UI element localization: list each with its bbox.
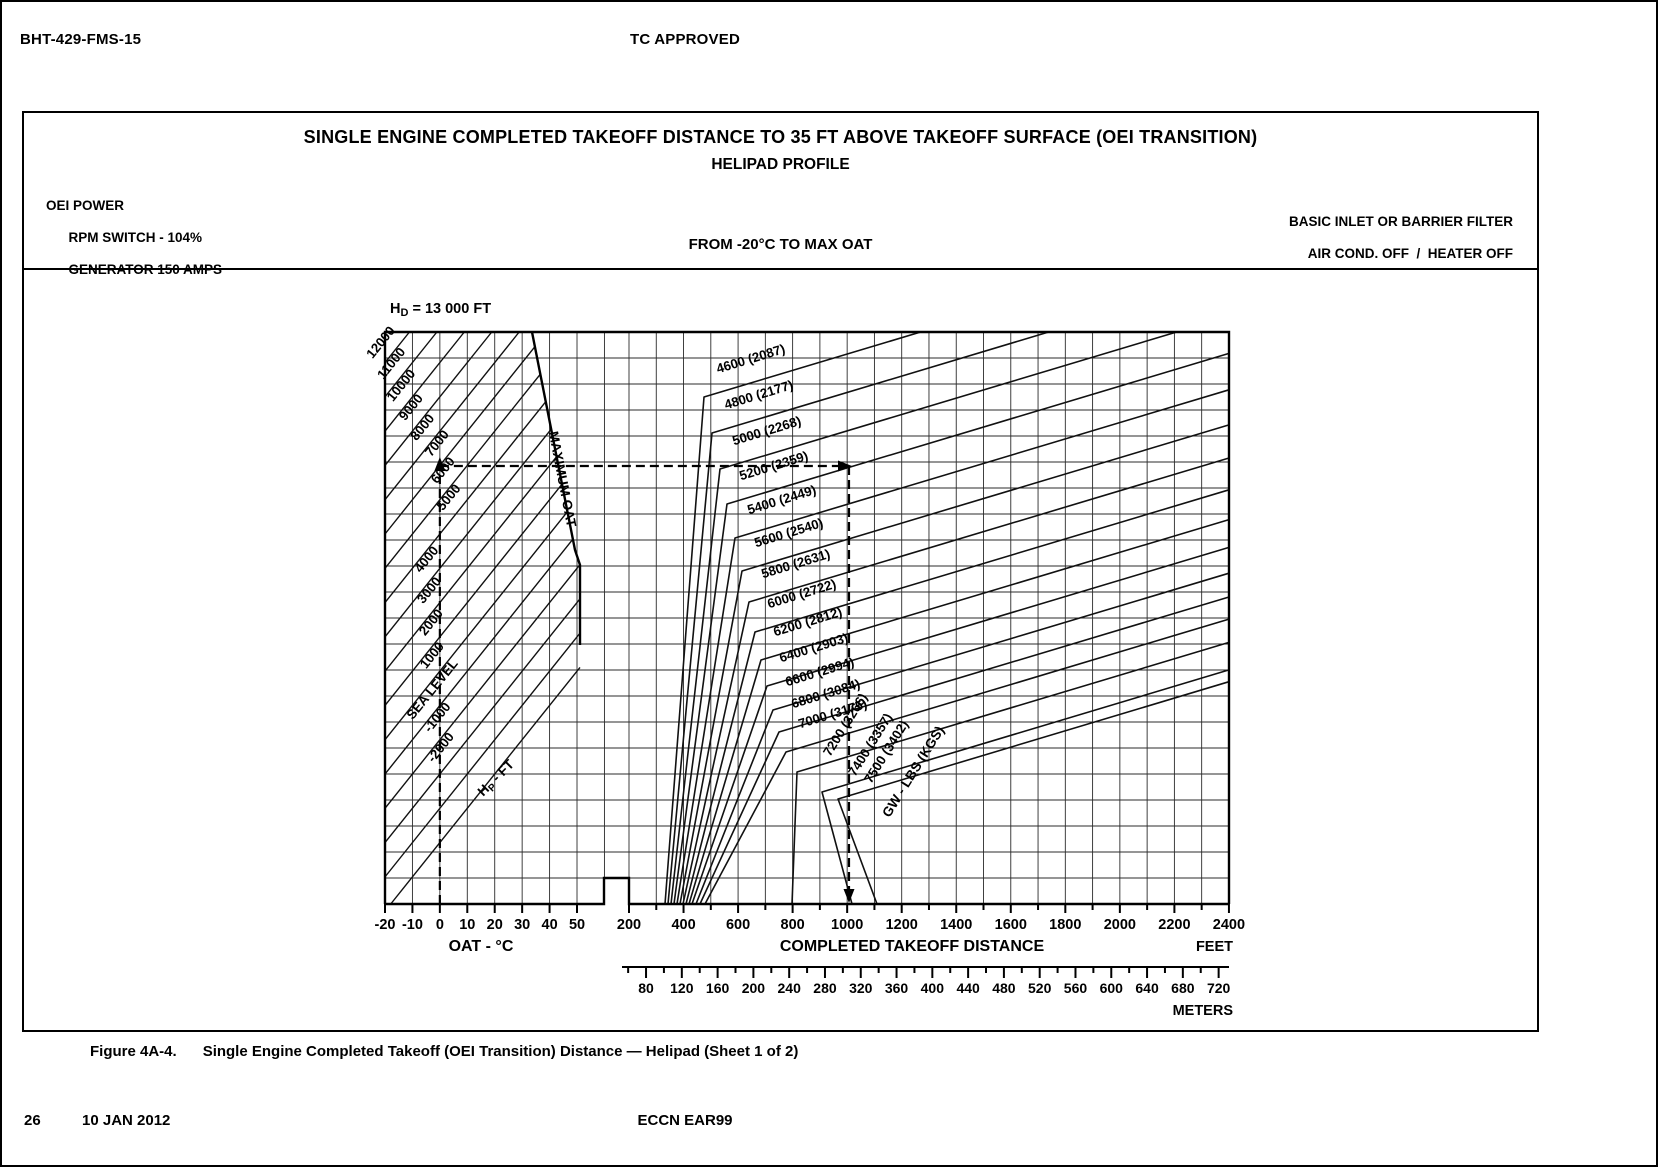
grid	[385, 332, 1229, 904]
oat-tick-label: 10	[459, 917, 475, 933]
distance-axis-title: COMPLETED TAKEOFF DISTANCE	[780, 938, 1045, 955]
meters-tick-label: 120	[670, 980, 694, 996]
page-number: 26	[24, 1112, 41, 1129]
distance-tick-label: 2200	[1158, 917, 1190, 933]
meters-tick-label: 80	[638, 980, 654, 996]
distance-tick-label: 2000	[1104, 917, 1136, 933]
meters-tick-label: 560	[1064, 980, 1088, 996]
revision-date: 10 JAN 2012	[82, 1112, 171, 1129]
meters-tick-label: 320	[849, 980, 873, 996]
condition-oat-range: FROM -20°C TO MAX OAT	[688, 236, 873, 253]
condition-line: BASIC INLET OR BARRIER FILTER	[1289, 214, 1513, 229]
meters-tick-label: 400	[921, 980, 945, 996]
example-path	[438, 464, 851, 904]
oat-tick-label: 30	[514, 917, 530, 933]
figure-number: Figure 4A-4.	[90, 1043, 177, 1060]
meters-tick-label: 720	[1207, 980, 1231, 996]
meters-tick-label: 520	[1028, 980, 1052, 996]
meters-tick-label: 240	[778, 980, 802, 996]
maximum-oat-boundary	[530, 331, 582, 645]
oat-tick-label: -20	[375, 917, 396, 933]
weight-line-label: 5000 (2268)	[730, 413, 802, 448]
gross-weight-lines	[664, 331, 1230, 905]
figure-caption-text: Single Engine Completed Takeoff (OEI Tra…	[202, 1043, 799, 1060]
oat-tick-label: 40	[542, 917, 558, 933]
distance-axis-unit: FEET	[1196, 939, 1233, 955]
example-arrowheads	[434, 457, 855, 903]
condition-line: RPM SWITCH - 104%	[68, 230, 203, 245]
oat-axis-title: OAT - °C	[449, 938, 514, 955]
meters-tick-label: 480	[992, 980, 1016, 996]
meters-tick-label: 600	[1100, 980, 1124, 996]
condition-line: AIR COND. OFF / HEATER OFF	[1307, 246, 1513, 261]
chart-title: SINGLE ENGINE COMPLETED TAKEOFF DISTANCE…	[303, 127, 1258, 147]
oat-tick-label: 0	[436, 917, 444, 933]
pressure-altitude-lines	[384, 331, 581, 905]
distance-tick-label: 600	[726, 917, 750, 933]
meters-scale	[622, 966, 1229, 978]
document-reference: BHT-429-FMS-15	[20, 31, 142, 48]
distance-tick-label: 1200	[886, 917, 918, 933]
meters-axis-unit: METERS	[1173, 1003, 1234, 1019]
meters-tick-label: 200	[742, 980, 766, 996]
conditions-right: BASIC INLET OR BARRIER FILTER AIR COND. …	[1286, 214, 1513, 262]
meters-tick-label: 640	[1135, 980, 1159, 996]
meters-tick-label: 360	[885, 980, 909, 996]
eccn-code: ECCN EAR99	[637, 1112, 733, 1129]
weight-line-label: 6000 (2722)	[765, 576, 837, 611]
weight-line-label: 4600 (2087)	[714, 341, 786, 376]
weight-line-label: 5600 (2540)	[752, 515, 824, 550]
header-divider	[24, 268, 1537, 270]
altitude-line-label: 4000	[411, 543, 441, 575]
condition-line: OEI POWER	[46, 198, 125, 213]
distance-tick-label: 1600	[995, 917, 1027, 933]
meters-tick-label: 440	[956, 980, 980, 996]
weight-line-label: 4800 (2177)	[722, 377, 794, 412]
distance-tick-label: 200	[617, 917, 641, 933]
chart-subtitle: HELIPAD PROFILE	[711, 156, 850, 173]
distance-tick-label: 1000	[831, 917, 863, 933]
plot-border	[383, 330, 1231, 906]
oat-tick-label: 50	[569, 917, 585, 933]
altitude-line-label: 2000	[416, 606, 446, 638]
meters-tick-label: 160	[706, 980, 730, 996]
altitude-axis-label: HP - FT	[475, 756, 520, 801]
approval-stamp: TC APPROVED	[630, 31, 740, 48]
meters-tick-label: 280	[813, 980, 837, 996]
figure-caption: Figure 4A-4. Single Engine Completed Take…	[90, 1043, 798, 1060]
distance-tick-label: 1400	[940, 917, 972, 933]
oat-tick-label: -10	[402, 917, 423, 933]
oat-tick-label: 20	[487, 917, 503, 933]
weight-line-label: 5800 (2631)	[759, 546, 831, 581]
meters-tick-label: 680	[1171, 980, 1195, 996]
distance-tick-label: 1800	[1049, 917, 1081, 933]
conditions-left: OEI POWER RPM SWITCH - 104% GENERATOR 15…	[46, 198, 222, 278]
figure-panel: SINGLE ENGINE COMPLETED TAKEOFF DISTANCE…	[22, 111, 1539, 1032]
density-altitude-limit-label: HD = 13 000 FT	[390, 301, 491, 319]
axis-ticks	[384, 904, 1230, 913]
distance-tick-label: 400	[671, 917, 695, 933]
distance-tick-label: 2400	[1213, 917, 1245, 933]
distance-tick-label: 800	[781, 917, 805, 933]
